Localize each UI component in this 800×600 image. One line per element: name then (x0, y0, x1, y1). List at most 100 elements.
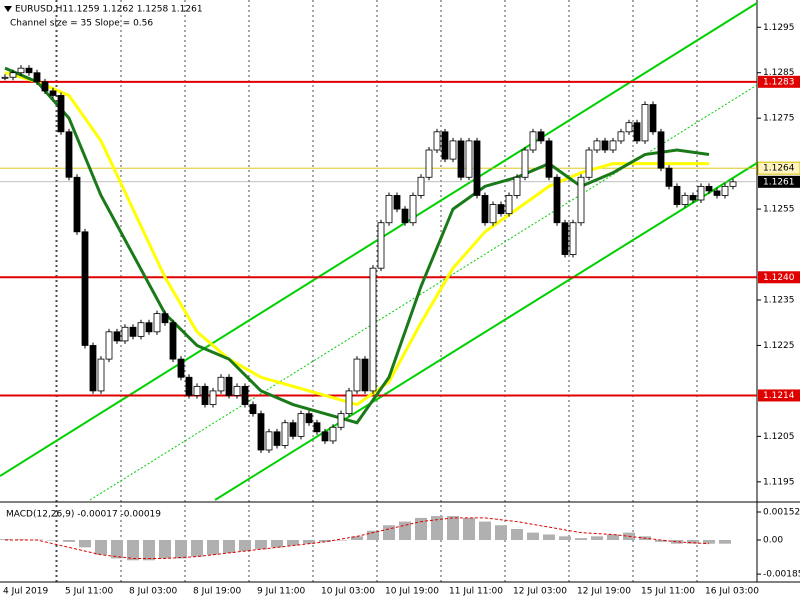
price-label-box (757, 161, 800, 175)
candle-body (281, 422, 289, 446)
candle-body (713, 190, 721, 196)
candle-body (25, 67, 33, 74)
ohlc-values: 1.1259 1.1262 1.1258 1.1261 (68, 5, 203, 15)
candle-body (689, 195, 697, 201)
candle-body (577, 176, 585, 224)
candle-body (641, 104, 649, 142)
level-label: 1.1240 (763, 273, 795, 283)
candle-body (441, 131, 449, 160)
candle-body (321, 431, 329, 442)
chart-title: EURUSD,H1 (15, 5, 68, 15)
candle-body (89, 345, 97, 392)
candle-body (633, 122, 641, 142)
candle-body (177, 358, 185, 378)
candle-body (489, 204, 497, 224)
candle-body (33, 72, 41, 83)
y-tick-label: 1.1275 (763, 114, 795, 124)
macd-bar (511, 528, 523, 541)
macd-bar (239, 540, 251, 552)
candle-body (209, 390, 217, 405)
candle-body (449, 140, 457, 160)
macd-bar (367, 530, 379, 541)
x-tick-label: 5 Jul 11:00 (65, 587, 114, 597)
candle-body (425, 149, 433, 178)
candle-body (529, 131, 537, 151)
candle-body (417, 176, 425, 196)
candle-body (129, 326, 137, 337)
price-label: 1.1261 (763, 177, 795, 187)
x-tick-label: 4 Jul 2019 (3, 587, 48, 597)
candle-body (217, 376, 225, 392)
candle-body (729, 181, 737, 187)
candle-body (153, 313, 161, 333)
level-label-box (758, 271, 800, 284)
candle-body (17, 67, 25, 74)
macd-bar (191, 540, 203, 557)
candle-body (161, 313, 169, 324)
y-tick-label: 1.1295 (763, 23, 795, 33)
candle-body (313, 422, 321, 433)
macd-bar (319, 540, 331, 542)
macd-bar (255, 540, 267, 550)
macd-bar (671, 540, 683, 544)
level-label-box (758, 389, 800, 402)
candle-body (561, 222, 569, 255)
macd-y-tick-label: 0.00152 (763, 508, 800, 518)
candle-body (233, 385, 241, 396)
moving-average (4, 66, 710, 425)
candle-body (137, 322, 145, 337)
x-tick-label: 12 Jul 19:00 (577, 587, 631, 597)
macd-bar (415, 517, 427, 541)
candle-body (337, 413, 345, 428)
candle-body (537, 131, 545, 142)
plot (0, 65, 757, 561)
candle-body (521, 149, 529, 178)
candle-body (9, 72, 17, 78)
macd-bar (719, 540, 731, 544)
candle-body (57, 95, 65, 133)
candle-body (273, 431, 281, 446)
candle-body (353, 358, 361, 392)
candle-body (105, 331, 113, 360)
macd-bar (383, 525, 395, 541)
header: EURUSD,H1 1.1259 1.1262 1.1258 1.1261 Ch… (4, 5, 203, 520)
candle-body (617, 131, 625, 142)
macd-bar (543, 534, 555, 541)
x-tick-label: 10 Jul 03:00 (321, 587, 375, 597)
candle-body (305, 413, 313, 424)
y-tick-label: 1.1195 (763, 477, 795, 487)
y-tick-label: 1.1255 (763, 205, 795, 215)
candle-body (385, 195, 393, 224)
candle-body (169, 322, 177, 360)
candle-body (593, 140, 601, 151)
macd-bar (607, 534, 619, 541)
candle-body (289, 422, 297, 437)
macd-bar (143, 540, 155, 561)
macd-y-tick-label: -0.00185 (763, 570, 800, 580)
macd-bar (223, 540, 235, 553)
macd-y-tick-label: 0.00 (763, 536, 783, 546)
macd-label: MACD(12,26,9) -0.00017 -0.00019 (6, 510, 161, 520)
y-tick-label: 1.1285 (763, 68, 795, 78)
candle-body (481, 195, 489, 224)
macd-bar (575, 538, 587, 541)
macd-bar (47, 540, 59, 541)
candle-body (121, 326, 129, 342)
candle-body (185, 376, 193, 396)
candle-body (657, 131, 665, 169)
candle-body (225, 376, 233, 396)
x-tick-label: 16 Jul 03:00 (705, 587, 759, 597)
x-tick-label: 8 Jul 19:00 (193, 587, 242, 597)
macd-bar (559, 536, 571, 541)
macd-bar (63, 540, 75, 542)
candle-body (497, 204, 505, 215)
x-tick-label: 10 Jul 19:00 (385, 587, 439, 597)
candle-body (377, 222, 385, 269)
macd-bar (111, 540, 123, 559)
macd-bar (175, 540, 187, 559)
price-label-box (758, 175, 800, 188)
candle-body (553, 176, 561, 224)
candle-body (513, 176, 521, 196)
